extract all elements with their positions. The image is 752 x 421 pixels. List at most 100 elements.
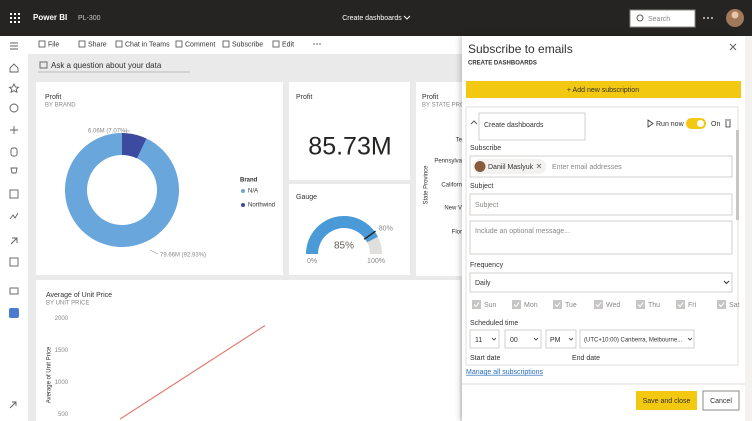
save-button[interactable] — [636, 391, 697, 410]
subscription-name-input[interactable] — [478, 112, 586, 141]
app-launcher[interactable] — [10, 13, 20, 23]
gauge-tile[interactable] — [289, 184, 410, 275]
tile-title: Average of Unit Price — [46, 292, 112, 299]
day-checkbox[interactable] — [717, 300, 726, 309]
toolbar-button[interactable]: Subscribe — [232, 41, 263, 48]
workspace[interactable]: PL-300 — [78, 15, 101, 22]
qna-icon — [39, 61, 48, 69]
minute-dropdown[interactable] — [504, 329, 542, 349]
toolbar-icon — [175, 40, 183, 48]
leader-line — [149, 249, 159, 255]
nav-active-workspace[interactable] — [9, 308, 19, 318]
hour-value: 11 — [475, 337, 482, 344]
toolbar-button[interactable]: Edit — [282, 41, 294, 48]
check — [637, 302, 644, 308]
category-label: New V — [444, 206, 462, 212]
chevron — [723, 280, 730, 285]
donut-slice — [64, 133, 179, 248]
field-label: Frequency — [470, 262, 504, 269]
field-label: Scheduled time — [470, 320, 518, 327]
collapse-toggle[interactable] — [470, 120, 478, 125]
legend-title: Brand — [240, 178, 258, 184]
minute-value: 00 — [510, 337, 518, 344]
cancel-button[interactable] — [702, 390, 740, 411]
app-name: Power BI — [33, 13, 67, 22]
subject-input[interactable] — [469, 193, 733, 216]
toolbar-button[interactable]: File — [48, 41, 59, 48]
toolbar-icon — [115, 40, 123, 48]
add-subscription-button[interactable] — [466, 81, 741, 98]
report-name[interactable]: Create dashboards — [342, 15, 402, 22]
toolbar-button[interactable]: Share — [88, 41, 107, 48]
timezone-value: (UTC+10:00) Canberra, Melbourne... — [584, 338, 683, 344]
state-tile[interactable] — [416, 82, 462, 276]
subscription-name: Create dashboards — [484, 122, 544, 129]
toolbar-button[interactable]: Chat in Teams — [125, 41, 170, 48]
check — [595, 302, 602, 308]
day-checkbox[interactable] — [636, 300, 645, 309]
ampm-dropdown[interactable] — [545, 329, 577, 349]
day-label: Fri — [688, 302, 697, 309]
timezone-dropdown[interactable] — [579, 329, 695, 349]
search-box[interactable] — [629, 9, 696, 28]
frequency-value: Daily — [475, 280, 491, 287]
donut-slice — [122, 133, 147, 159]
scrollbar-track — [745, 36, 752, 421]
day-checkbox[interactable] — [594, 300, 603, 309]
more-menu[interactable] — [703, 17, 713, 19]
y-tick-label: 2000 — [55, 316, 69, 322]
gauge-max: 100% — [367, 258, 385, 265]
category-label: Californ — [441, 183, 462, 189]
day-label: Mon — [524, 302, 538, 309]
legend-label: Northwind — [248, 203, 275, 209]
hour-dropdown[interactable] — [469, 329, 500, 349]
data-label: 6.06M (7.07%) — [88, 129, 127, 135]
toolbar-more[interactable] — [313, 43, 321, 45]
tile-title: Profit — [45, 94, 61, 101]
field-label: Start date — [470, 355, 500, 362]
check — [513, 302, 520, 308]
search-icon — [636, 14, 644, 22]
message-input[interactable] — [469, 220, 733, 255]
toolbar-button[interactable]: Comment — [185, 41, 215, 48]
data-line — [119, 324, 266, 420]
tile-title: Gauge — [296, 194, 317, 201]
recipient-name: Daniil Maslyuk — [488, 164, 534, 171]
state-chart: Profit BY STATE PROV State Province Te Pe… — [422, 94, 463, 236]
day-checkbox[interactable] — [512, 300, 521, 309]
run-now-button[interactable]: Run now — [656, 121, 685, 128]
manage-link[interactable]: Manage all subscriptions — [466, 369, 544, 376]
gauge-fill — [306, 216, 378, 254]
gauge-target-label: 80% — [379, 226, 393, 233]
tile-title: Profit — [296, 94, 312, 101]
qna-box[interactable]: Ask a question about your data — [51, 61, 162, 70]
card-tile[interactable] — [289, 82, 410, 180]
day-checkbox[interactable] — [472, 300, 481, 309]
day-checkbox[interactable] — [676, 300, 685, 309]
close-button[interactable] — [729, 43, 737, 51]
axis-label: Average of Unit Price — [47, 346, 53, 403]
avatar-face — [731, 11, 739, 19]
add-subscription-label: + Add new subscription — [567, 87, 639, 94]
unit-price-tile[interactable] — [36, 280, 460, 421]
ampm-value: PM — [550, 337, 561, 344]
legend-label: N/A — [248, 189, 258, 195]
frequency-dropdown[interactable] — [469, 272, 733, 293]
category-label: Te — [456, 138, 463, 144]
day-checkbox[interactable] — [553, 300, 562, 309]
subject-placeholder: Subject — [475, 202, 498, 209]
remove-recipient[interactable] — [536, 163, 542, 169]
category-label: Pennsylva — [434, 159, 462, 165]
weekday-checkboxes: Sun Mon Tue Wed Thu Fri Sat — [472, 300, 740, 309]
delete-button[interactable] — [725, 119, 731, 128]
nav-icons[interactable] — [8, 42, 20, 409]
email-placeholder: Enter email addresses — [552, 164, 622, 171]
legend-swatch — [241, 203, 245, 207]
gauge-value: 85% — [334, 241, 354, 252]
day-label: Sun — [484, 302, 497, 309]
search-placeholder: Search — [648, 16, 670, 23]
day-label: Thu — [648, 302, 660, 309]
scrollbar-thumb — [736, 130, 739, 220]
data-label: 79.66M (92.93%) — [160, 253, 206, 259]
toolbar-icon — [38, 40, 46, 48]
